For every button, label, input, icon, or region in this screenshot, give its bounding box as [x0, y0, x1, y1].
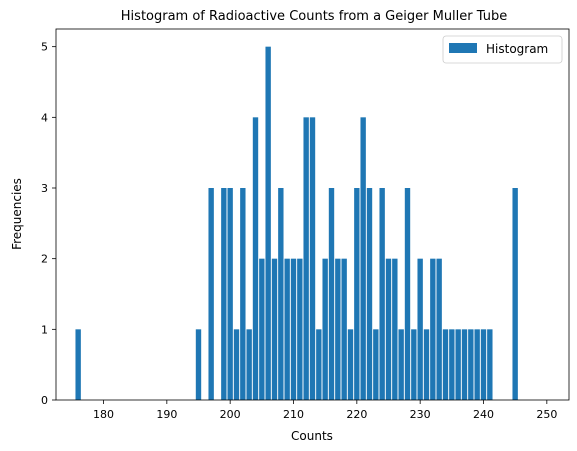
x-tick-label-4: 220 [346, 408, 367, 421]
bar-42 [468, 329, 474, 400]
bar-28 [379, 188, 385, 400]
bar-17 [309, 117, 316, 400]
bar-46 [512, 188, 518, 400]
bar-25 [360, 117, 366, 400]
x-tick-label-2: 200 [220, 408, 241, 421]
bar-31 [398, 329, 404, 400]
bar-13 [284, 258, 290, 400]
bar-2 [208, 188, 214, 400]
bar-15 [297, 258, 303, 400]
bar-45 [487, 329, 493, 400]
bar-32 [404, 188, 411, 400]
bar-39 [449, 329, 455, 400]
bar-37 [436, 258, 442, 400]
bar-40 [455, 329, 461, 400]
bar-18 [316, 329, 322, 400]
chart-title: Histogram of Radioactive Counts from a G… [121, 9, 507, 24]
bar-35 [423, 329, 430, 400]
x-tick-label-6: 240 [473, 408, 494, 421]
y-tick-label-1: 1 [41, 323, 48, 336]
bar-26 [366, 188, 373, 400]
bar-20 [328, 188, 335, 400]
y-axis-ticks: 0 1 2 3 4 5 [41, 41, 56, 407]
bar-43 [474, 329, 480, 400]
y-tick-label-3: 3 [41, 182, 48, 195]
bar-0 [75, 329, 81, 400]
bar-29 [385, 258, 392, 400]
bar-11 [271, 258, 278, 400]
bar-7 [246, 329, 252, 400]
bar-4 [227, 188, 233, 400]
bar-1 [195, 329, 202, 400]
bar-8 [252, 117, 259, 400]
bar-5 [233, 329, 240, 400]
y-tick-label-0: 0 [41, 394, 48, 407]
legend-label: Histogram [486, 42, 548, 56]
legend: Histogram [442, 35, 563, 64]
bar-30 [392, 258, 398, 400]
bar-23 [347, 329, 354, 400]
bar-22 [341, 258, 347, 400]
bar-36 [430, 258, 436, 400]
bar-34 [417, 258, 423, 400]
legend-swatch [449, 43, 477, 53]
bar-3 [221, 188, 227, 400]
legend-box [442, 35, 563, 64]
bar-24 [354, 188, 360, 400]
x-axis-label: Counts [291, 429, 333, 443]
bar-9 [259, 258, 265, 400]
x-tick-label-1: 190 [156, 408, 177, 421]
bar-33 [411, 329, 417, 400]
y-axis-label: Frequencies [10, 178, 24, 250]
bar-38 [442, 329, 449, 400]
bar-44 [480, 329, 487, 400]
bar-14 [290, 258, 297, 400]
x-tick-label-3: 210 [283, 408, 304, 421]
bar-21 [335, 258, 341, 400]
x-axis-ticks: 180 190 200 210 220 230 240 250 [93, 400, 557, 421]
y-tick-label-4: 4 [41, 111, 48, 124]
x-tick-label-0: 180 [93, 408, 114, 421]
bar-19 [322, 258, 328, 400]
plot-frame [55, 28, 570, 401]
bar-12 [278, 188, 284, 400]
bars-group [75, 46, 518, 401]
bar-6 [240, 188, 246, 400]
y-tick-label-5: 5 [41, 41, 48, 54]
x-tick-label-7: 250 [536, 408, 557, 421]
bar-27 [373, 329, 379, 400]
x-tick-label-5: 230 [410, 408, 431, 421]
bar-10 [265, 46, 271, 401]
y-tick-label-2: 2 [41, 253, 48, 266]
bar-16 [303, 117, 309, 400]
bar-41 [461, 329, 468, 400]
